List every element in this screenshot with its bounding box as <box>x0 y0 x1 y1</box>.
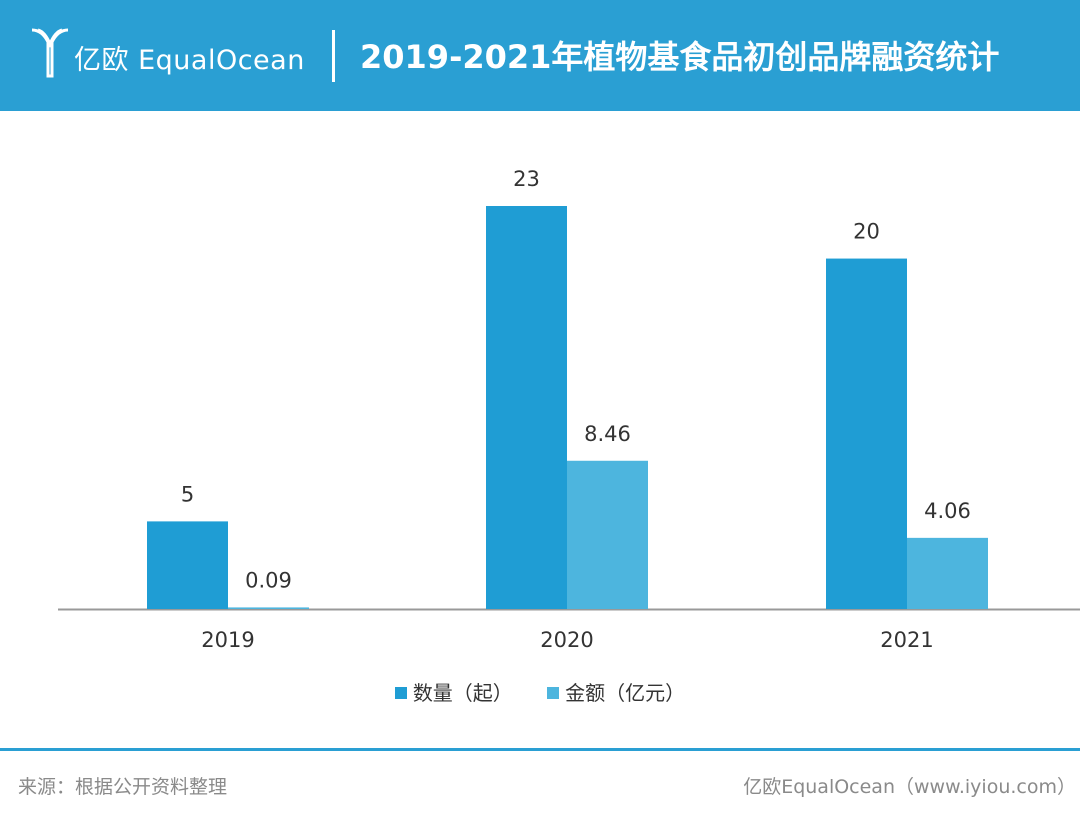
legend-swatch-amount <box>547 687 560 699</box>
bar-count-2020 <box>486 206 567 609</box>
bar-count-2021 <box>826 258 907 609</box>
header-banner: 亿欧 EqualOcean 2019-2021年植物基食品初创品牌融资统计 <box>0 0 1080 111</box>
x-tick-label-2019: 2019 <box>201 628 254 652</box>
legend-swatch-count <box>394 687 407 699</box>
bar-amount-2021 <box>907 537 988 609</box>
legend-item-amount: 金额（亿元） <box>547 679 685 707</box>
bar-count-2019 <box>147 521 228 609</box>
x-tick-label-2021: 2021 <box>880 628 933 652</box>
legend-item-count: 数量（起） <box>394 679 513 707</box>
chart-legend: 数量（起） 金额（亿元） <box>0 678 1080 707</box>
source-note: 来源：根据公开资料整理 <box>18 776 228 798</box>
chart-title: 2019-2021年植物基食品初创品牌融资统计 <box>360 38 1000 76</box>
legend-label-amount: 金额（亿元） <box>565 681 686 705</box>
x-tick-label-2020: 2020 <box>540 628 593 652</box>
data-label-count-2019: 5 <box>181 482 194 506</box>
bar-amount-2019 <box>228 607 309 609</box>
legend-label-count: 数量（起） <box>412 681 513 705</box>
bar-amount-2020 <box>567 460 648 609</box>
header-divider <box>332 30 335 82</box>
data-label-amount-2020: 8.46 <box>584 422 631 446</box>
equalocean-logo-icon <box>31 28 69 78</box>
data-label-count-2021: 20 <box>853 220 880 244</box>
footer-rule <box>0 748 1080 751</box>
data-label-count-2020: 23 <box>513 167 540 191</box>
data-label-amount-2019: 0.09 <box>245 568 292 592</box>
brand-credit: 亿欧EqualOcean（www.iyiou.com） <box>743 776 1076 798</box>
logo-text: 亿欧 EqualOcean <box>74 45 305 76</box>
data-label-amount-2021: 4.06 <box>924 499 971 523</box>
